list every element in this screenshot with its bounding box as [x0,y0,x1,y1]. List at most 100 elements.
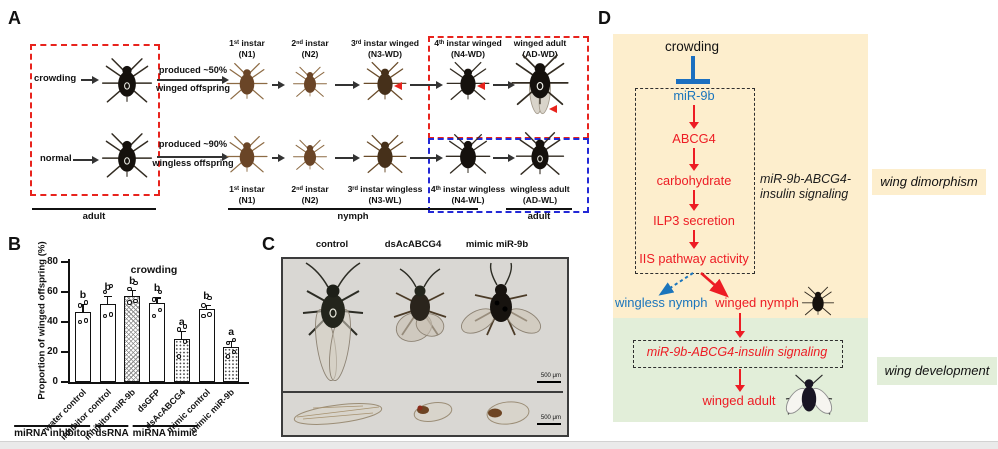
wingless-arrow-3-shaft [493,157,509,159]
dev-signaling-dashed-box [633,340,843,368]
wing-dimorphism-bg [613,34,868,318]
data-point [77,319,83,325]
crowding-condition-label: crowding [34,73,77,84]
photo-aphid-mimic-mir9b [460,262,542,336]
diverging-arrows [658,272,729,298]
winged-stage-name-1: 2ⁿᵈ instar [291,38,329,48]
wingless-arrow-1-head [353,153,360,162]
data-point [207,295,212,301]
wingless-stage-name-4: wingless adult [510,184,570,194]
winged-stage-name-0: 1ˢᵗ instar [229,38,265,48]
produced-50-arrow-shaft [157,79,223,81]
dev-signaling-label: miR-9b-ABCG4-insulin signaling [646,345,828,359]
produced-50-label: produced ~50% [158,65,228,75]
winged-stage-code-4: (AD-WD) [522,49,558,59]
box-to-winged-adult-arrow-shaft [738,369,742,386]
y-tick [61,381,68,383]
winged-arrow-1-head [353,80,360,89]
normal-arrow-shaft [73,159,93,161]
pathway-node-abcg4: ABCG4 [672,131,716,146]
normal-condition-label: normal [40,153,72,164]
wingless-arrow-2-head [436,153,443,162]
data-point [108,312,113,317]
winged-stage-code-2: (N3-WD) [368,49,402,59]
data-point [127,286,132,292]
photo-divider [283,391,563,393]
pathway-arrow-1-shaft [692,148,696,165]
photo-header-control: control [315,239,349,250]
error-bar-cap [79,304,87,306]
sig-letter: a [228,325,235,338]
wingless-stage-code-0: (N1) [238,195,256,205]
wingless-aphid-icon-3 [443,133,493,183]
data-point [133,298,138,304]
winged-nymph-to-box-arrow-head [734,331,745,338]
x-axis-line [68,382,249,384]
wingless-arrow-0-head [278,153,285,162]
inhibition-tbar-cap [676,79,710,84]
error-bar-shaft [205,305,208,310]
pathway-node-ilp3-secretion: ILP3 secretion [653,213,735,228]
data-point [182,339,187,344]
adult-red-dashed-box [30,44,160,196]
data-point [127,300,132,305]
wing-development-side-label: wing development [877,357,997,385]
adult-group-underline [32,208,156,210]
winged-aphid-icon-1 [291,66,329,104]
dissected-wing-control [293,403,383,425]
winged-arrow-0-head [278,80,285,89]
data-point [83,318,89,323]
photo-header-dsacabcg4: dsAcABCG4 [384,239,442,250]
winged-stage-code-3: (N4-WD) [451,49,485,59]
wingless-stage-code-2: (N3-WL) [368,195,402,205]
photo-bottom-svg [293,401,530,425]
data-point [232,349,237,355]
winged-aphid-icon-4 [508,53,572,117]
adult-aphid-normal [99,132,155,188]
photo-bottom-wings [283,393,563,431]
produced-50-arrow-head [222,75,229,84]
photo-top-svg [302,262,542,382]
pathway-box-caption-line1: miR-9b-ABCG4- [760,172,851,186]
sig-letter: b [79,288,87,301]
box-to-winged-adult-arrow-head [734,385,745,392]
group-label-1: dsRNA [95,425,129,439]
winged-red-arrowhead-4 [549,105,557,113]
error-bar-cap [153,297,162,299]
wingless-stage-code-3: (N4-WL) [451,195,485,205]
adult-group-label: adult [82,211,106,222]
winged-solid-arrow [700,272,729,298]
photo-aphid-dsacabcg4 [393,268,447,342]
sig-letter: b [153,282,161,294]
wingless-stage-name-0: 1ˢᵗ instar [229,184,265,194]
data-point [176,327,181,332]
error-bar-cap [177,331,186,333]
wingless-aphid-icon-0 [224,135,270,181]
scale-bar-label-bottom: 500 μm [540,415,561,421]
error-bar-cap [227,340,236,343]
winged-arrow-2-shaft [410,84,437,86]
wingless-stage-name-2: 3ʳᵈ instar wingless [347,184,423,194]
crowding-input-label: crowding [664,39,720,54]
winged-stage-code-0: (N1) [238,49,256,59]
data-point [133,280,138,286]
data-point [83,300,89,305]
winged-aphid-icon-3 [444,61,492,109]
adult-aphid-crowding [99,57,155,113]
normal-arrow-head [92,155,99,164]
data-point [108,283,113,289]
data-point [102,289,107,295]
winged-offspring-label: winged offspring [155,83,230,93]
y-tick [61,261,68,263]
wingless-dotted-arrow [658,272,694,296]
produced-90-arrow-head [222,152,229,161]
wingless-aphid-icon-1 [291,139,329,177]
error-bar-cap [128,289,137,292]
y-tick-label: 40 [47,316,58,327]
winged-stage-name-2: 3ʳᵈ instar winged [350,38,420,48]
wingless-arrow-0-shaft [272,157,279,159]
error-bar-cap [202,304,211,307]
error-bar-cap [103,295,112,298]
panel-a-label: A [8,8,21,28]
